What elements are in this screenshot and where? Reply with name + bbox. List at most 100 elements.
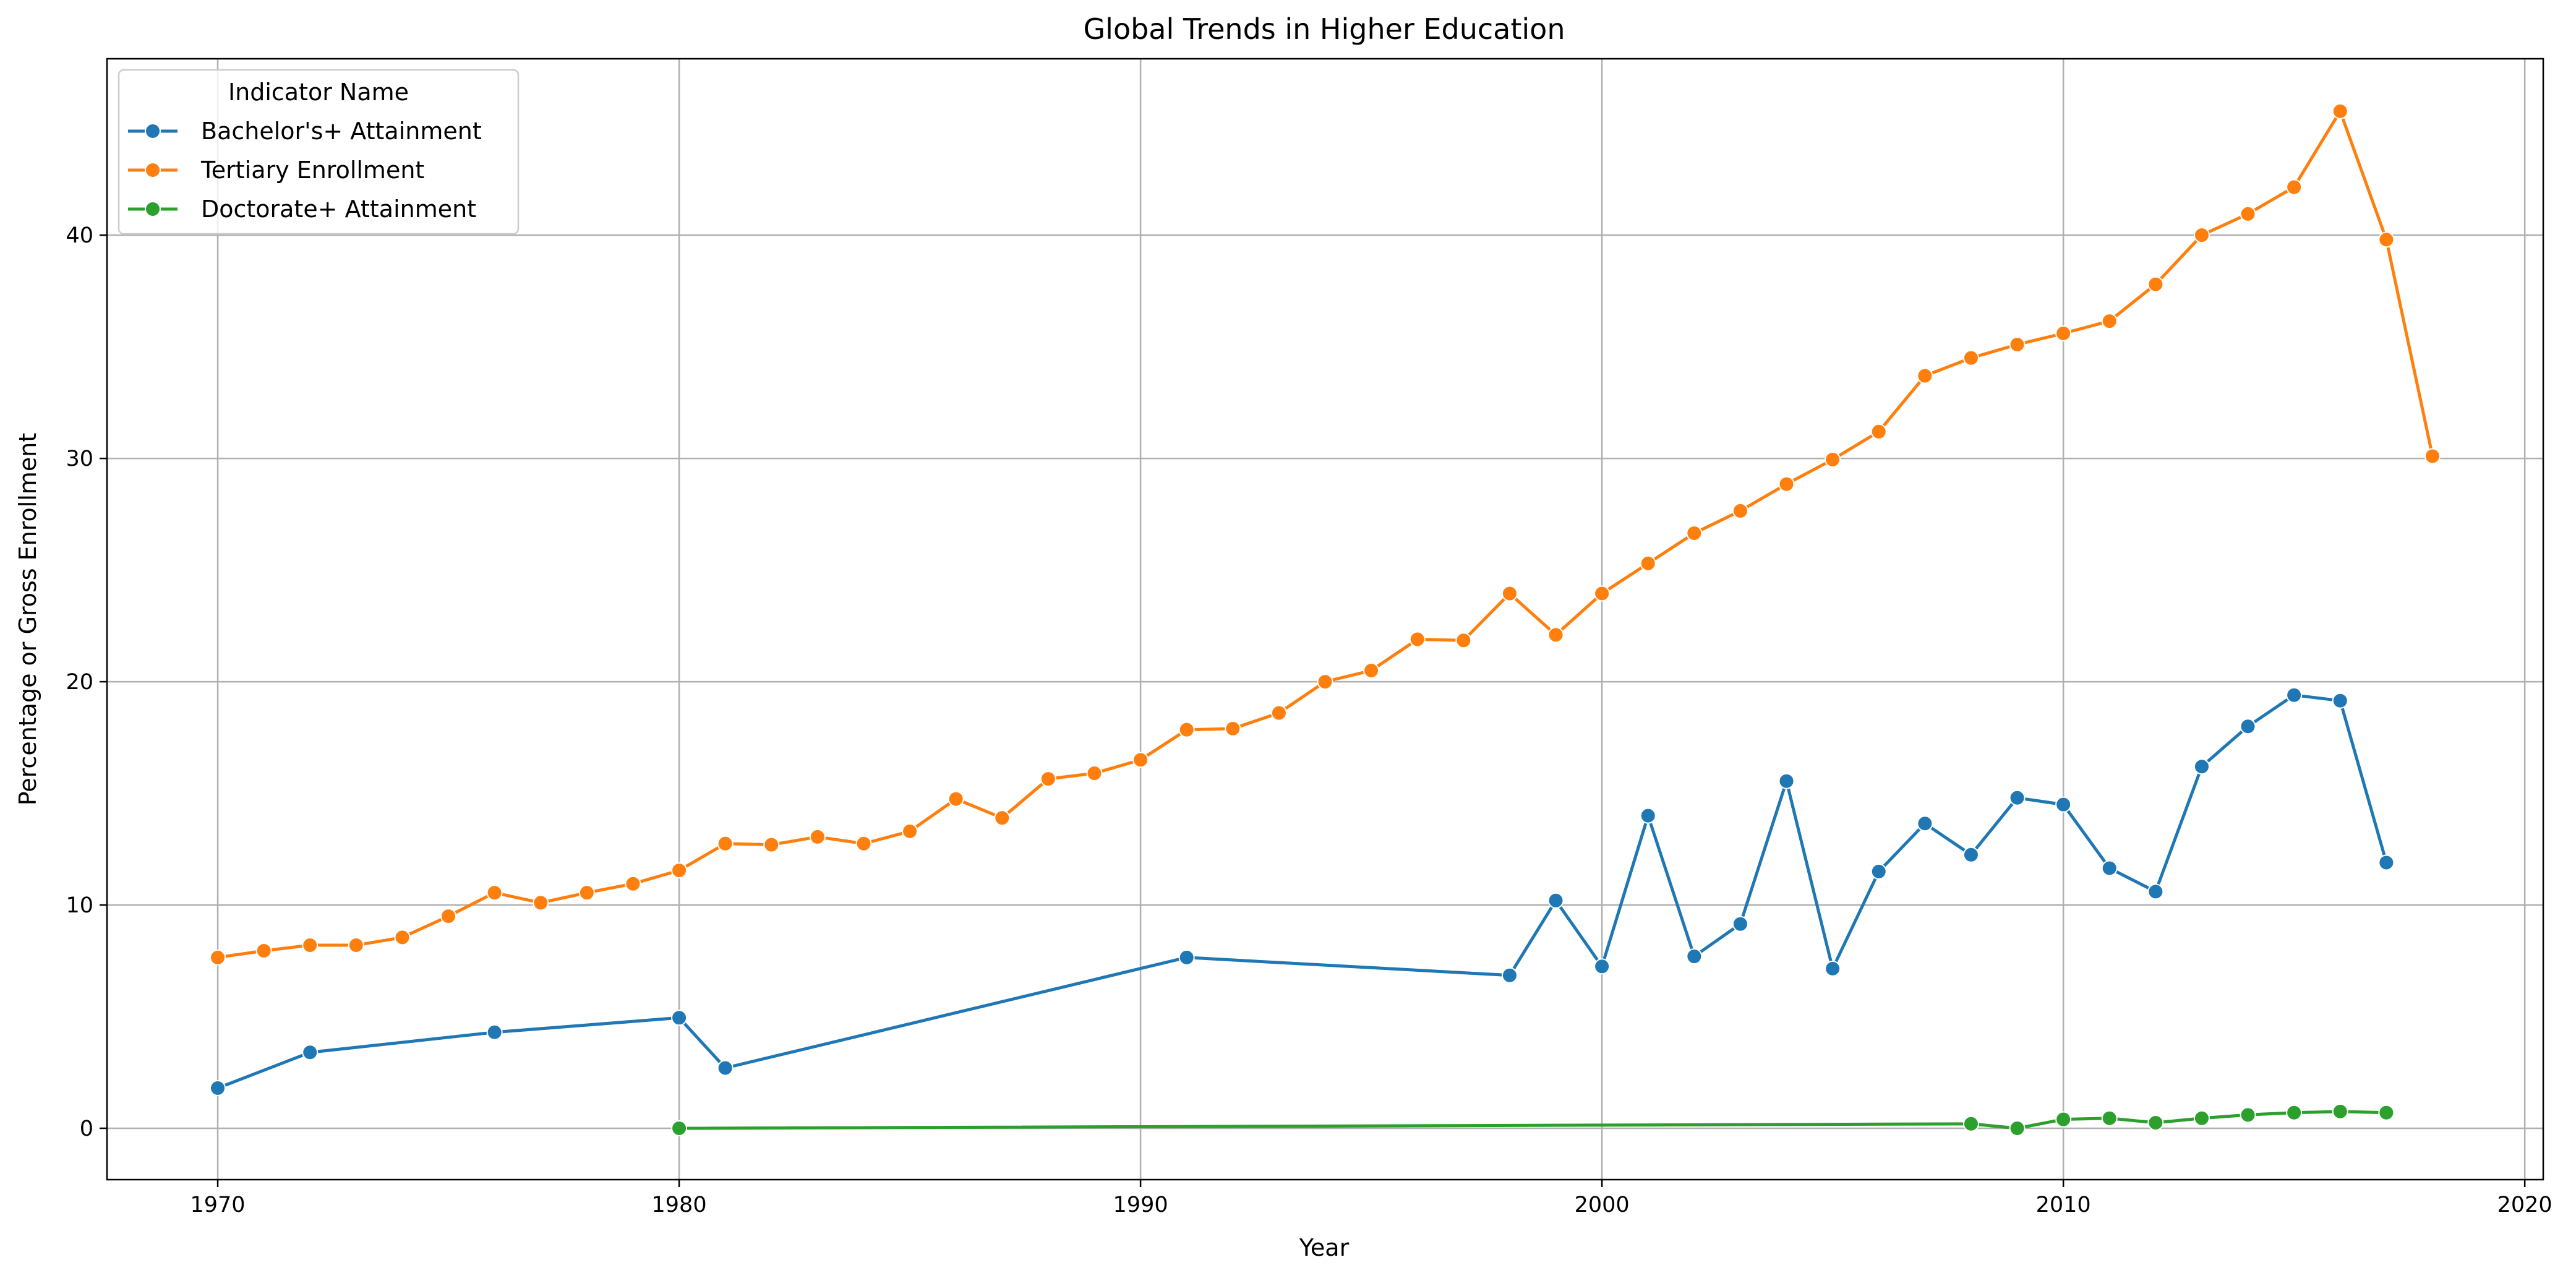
data-point [2332, 1103, 2348, 1120]
data-point [1501, 967, 1518, 984]
legend-items: Bachelor's+ Attainment Tertiary Enrollmen… [128, 118, 482, 223]
data-point [1778, 773, 1795, 789]
data-point [1825, 451, 1841, 468]
data-point [2055, 325, 2072, 341]
data-point [1962, 846, 1979, 863]
x-tick-label: 1990 [1113, 1193, 1168, 1217]
data-point [2147, 1114, 2164, 1131]
data-point [1317, 674, 1333, 690]
data-point [1086, 765, 1103, 782]
data-point [2147, 276, 2164, 293]
data-point [1547, 627, 1564, 643]
chart-title: Global Trends in Higher Education [1084, 12, 1565, 46]
data-point [1825, 960, 1841, 977]
data-point [1686, 525, 1703, 542]
data-point [2240, 205, 2256, 222]
legend-box [118, 69, 520, 235]
data-point [717, 835, 734, 852]
data-point [1040, 771, 1056, 787]
data-point [1732, 502, 1748, 519]
x-axis-ticks: 1970 1980 1990 2000 2010 2020 [190, 1180, 2552, 1217]
x-tick-label: 1970 [190, 1193, 246, 1217]
data-point [1547, 892, 1564, 909]
data-point [1225, 720, 1241, 737]
legend-title: Indicator Name [228, 79, 409, 106]
legend-item: Tertiary Enrollment [128, 157, 424, 184]
data-point [994, 810, 1011, 826]
data-point [2147, 883, 2164, 900]
data-point [302, 1044, 319, 1061]
data-point [302, 937, 319, 953]
data-point [2240, 1107, 2256, 1123]
data-point [394, 929, 411, 946]
data-point [2378, 231, 2395, 248]
legend-marker [145, 201, 161, 217]
y-tick-label: 0 [80, 1117, 93, 1141]
data-point [1363, 663, 1380, 679]
y-axis-label: Percentage or Gross Enrollment [14, 433, 41, 806]
legend-label: Tertiary Enrollment [200, 157, 424, 184]
data-point [348, 937, 364, 953]
data-point [1409, 631, 1426, 648]
x-tick-label: 2010 [2036, 1193, 2091, 1217]
x-axis-label: Year [1299, 1234, 1350, 1261]
data-point [255, 943, 272, 959]
y-tick-label: 10 [66, 893, 93, 918]
data-point [2055, 1111, 2072, 1128]
series-0 [210, 687, 2395, 1097]
data-point [2424, 448, 2441, 465]
data-point [578, 885, 595, 901]
series-1 [210, 103, 2441, 966]
data-point [2101, 313, 2118, 330]
y-tick-label: 30 [66, 447, 93, 471]
data-point [1640, 555, 1656, 572]
data-point [2101, 860, 2118, 877]
legend: Indicator Name Bachelor's+ Attainment Ter… [118, 69, 520, 235]
data-point [533, 894, 549, 911]
legend-marker [145, 162, 161, 178]
data-point [2240, 718, 2256, 735]
legend-label: Doctorate+ Attainment [201, 195, 476, 223]
x-tick-label: 2020 [2497, 1193, 2552, 1217]
data-point [1917, 815, 1933, 832]
y-tick-label: 40 [66, 223, 93, 248]
data-point [2009, 337, 2026, 353]
data-point [1640, 807, 1656, 824]
y-tick-label: 20 [66, 670, 93, 695]
data-point [1870, 863, 1887, 880]
data-point [671, 1120, 688, 1136]
data-point [1686, 948, 1703, 965]
data-point [671, 862, 688, 879]
data-point [2378, 1104, 2395, 1121]
legend-marker [145, 123, 161, 139]
data-point [1594, 958, 1611, 975]
data-point [809, 828, 826, 845]
data-point [2378, 854, 2395, 871]
plot-frame [106, 58, 2544, 1181]
data-point [1132, 752, 1149, 768]
data-point [1501, 585, 1518, 602]
data-point [1917, 367, 1933, 384]
data-point [625, 875, 641, 892]
legend-item: Doctorate+ Attainment [128, 195, 476, 223]
legend-label: Bachelor's+ Attainment [201, 118, 482, 145]
data-point [2009, 1120, 2026, 1136]
series-layer [210, 103, 2441, 1136]
data-point [2055, 796, 2072, 813]
data-point [1270, 705, 1287, 721]
data-point [486, 885, 503, 901]
data-point [1870, 423, 1887, 440]
y-axis-ticks: 0 10 20 30 40 [66, 223, 107, 1141]
data-point [2286, 687, 2303, 703]
data-point [2009, 789, 2026, 806]
data-point [210, 949, 226, 966]
data-point [1178, 721, 1195, 738]
series-2 [671, 1103, 2395, 1136]
data-point [2193, 1110, 2210, 1126]
legend-item: Bachelor's+ Attainment [128, 118, 482, 145]
data-point [902, 823, 918, 839]
data-point [210, 1080, 226, 1097]
data-point [1962, 350, 1979, 366]
data-point [2332, 692, 2348, 709]
